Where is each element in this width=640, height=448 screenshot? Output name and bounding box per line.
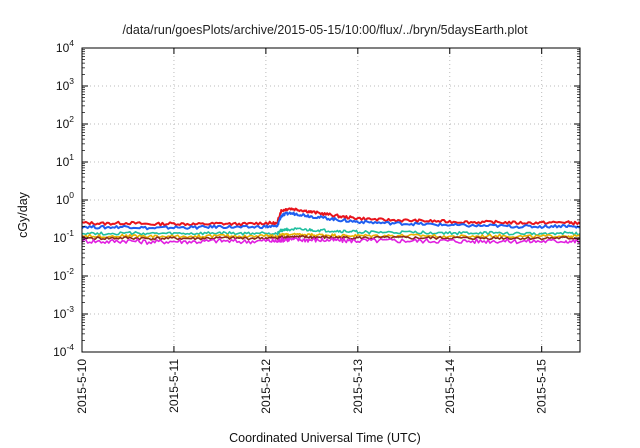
y-axis-label: cGy/day: [16, 191, 30, 238]
x-axis-label: Coordinated Universal Time (UTC): [229, 431, 421, 445]
y-tick-label: 100: [56, 190, 74, 207]
series-line-6: [81, 236, 581, 245]
x-tick-label: 2015-5-12: [259, 359, 273, 414]
y-tick-label: 103: [56, 76, 74, 93]
y-tick-label: 10-4: [53, 342, 74, 359]
series-line-4: [81, 232, 581, 239]
y-axis: 10-4 10-3 10-2 10-1 100 101 102 103 104: [53, 38, 580, 359]
series-group: [81, 207, 581, 245]
y-tick-label: 10-2: [53, 266, 74, 283]
grid: [82, 48, 580, 352]
y-tick-label: 104: [56, 38, 74, 55]
x-tick-label: 2015-5-13: [351, 359, 365, 414]
x-axis: 2015-5-10 2015-5-11 2015-5-12 2015-5-13 2015…: [75, 48, 549, 414]
series-line-2: [81, 211, 581, 231]
series-line-1: [81, 207, 581, 227]
y-tick-label: 101: [56, 152, 74, 169]
series-line-5: [81, 235, 581, 241]
x-tick-label: 2015-5-15: [535, 359, 549, 414]
x-tick-label: 2015-5-14: [443, 359, 457, 414]
y-tick-label: 10-1: [53, 228, 74, 245]
y-tick-label: 10-3: [53, 304, 74, 321]
series-line-3: [82, 227, 581, 236]
x-tick-label: 2015-5-10: [75, 359, 89, 414]
chart-title: /data/run/goesPlots/archive/2015-05-15/1…: [122, 23, 528, 37]
x-tick-label: 2015-5-11: [167, 359, 181, 413]
y-tick-label: 102: [56, 114, 74, 131]
